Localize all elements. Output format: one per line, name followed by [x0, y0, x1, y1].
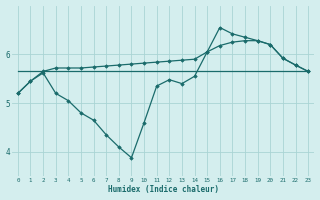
X-axis label: Humidex (Indice chaleur): Humidex (Indice chaleur)	[108, 185, 219, 194]
